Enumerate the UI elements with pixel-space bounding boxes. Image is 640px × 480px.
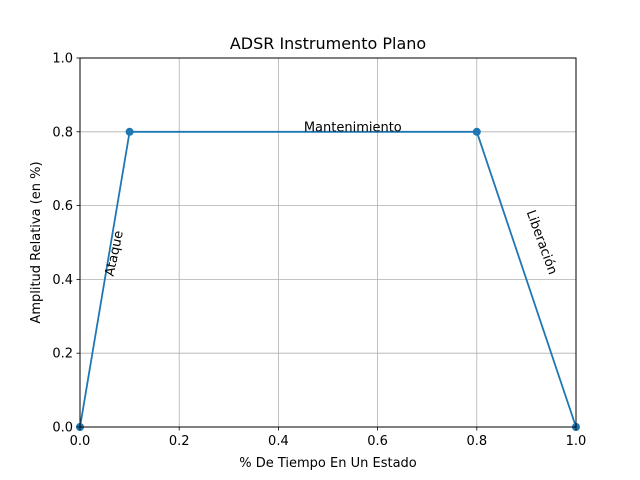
x-tick-label: 0.4 — [268, 434, 289, 449]
x-tick-label: 0.6 — [367, 434, 388, 449]
y-tick-label: 0.4 — [52, 273, 73, 288]
y-axis-ticks: 0.0 0.2 0.4 0.6 0.8 1.0 — [52, 52, 80, 436]
x-tick-label: 1.0 — [566, 434, 587, 449]
y-tick-label: 0.2 — [52, 347, 73, 362]
grid — [79, 57, 577, 428]
y-tick-label: 0.8 — [52, 125, 73, 140]
plot-frame — [79, 57, 577, 428]
x-axis-ticks: 0.0 0.2 0.4 0.6 0.8 1.0 — [70, 427, 587, 449]
series-line — [79, 130, 577, 428]
x-tick-label: 0.0 — [70, 434, 91, 449]
y-tick-label: 0.0 — [52, 421, 73, 436]
x-tick-label: 0.2 — [169, 434, 190, 449]
x-axis-label: % De Tiempo En Un Estado — [239, 456, 417, 471]
annotations: Ataque Mantenimiento Liberación — [103, 121, 560, 278]
annotation-label: Liberación — [523, 208, 560, 276]
y-tick-label: 0.6 — [52, 199, 73, 214]
chart-title: ADSR Instrumento Plano — [230, 34, 426, 53]
annotation-label: Ataque — [103, 229, 127, 277]
annotation-label: Mantenimiento — [304, 121, 402, 136]
y-tick-label: 1.0 — [52, 52, 73, 67]
x-tick-label: 0.8 — [466, 434, 487, 449]
y-axis-label: Amplitud Relativa (en %) — [29, 161, 44, 323]
data-point — [472, 127, 481, 136]
data-point — [125, 127, 134, 136]
